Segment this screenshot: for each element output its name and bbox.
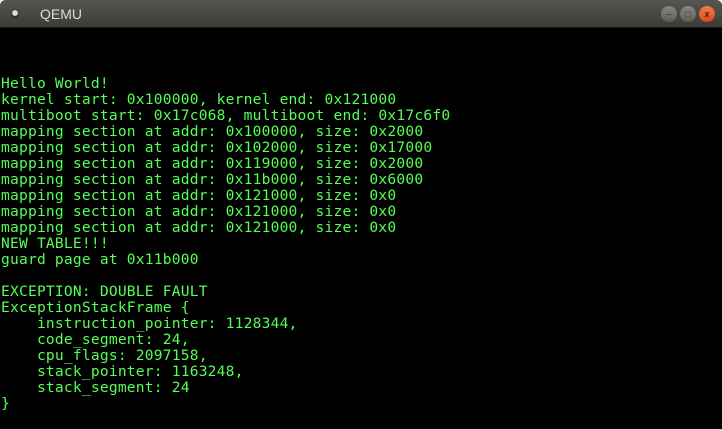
minimize-button[interactable]: – (661, 6, 677, 22)
console-line: mapping section at addr: 0x11b000, size:… (1, 171, 424, 188)
console-line: multiboot start: 0x17c068, multiboot end… (1, 107, 451, 124)
console-line: } (1, 395, 10, 412)
console-line: mapping section at addr: 0x121000, size:… (1, 203, 397, 220)
console-line: stack_segment: 24 (1, 379, 190, 396)
console-line: guard page at 0x11b000 (1, 251, 199, 268)
console-line: instruction_pointer: 1128344, (1, 315, 298, 332)
window-title: QEMU (40, 6, 82, 22)
vga-text-console[interactable]: Hello World! kernel start: 0x100000, kern… (1, 28, 721, 428)
console-line (1, 44, 721, 60)
console-line: kernel start: 0x100000, kernel end: 0x12… (1, 91, 397, 108)
console-line: EXCEPTION: DOUBLE FAULT (1, 283, 208, 300)
console-line: mapping section at addr: 0x121000, size:… (1, 187, 397, 204)
maximize-button[interactable]: □ (680, 6, 696, 22)
console-line (1, 60, 721, 76)
console-line: mapping section at addr: 0x121000, size:… (1, 219, 397, 236)
app-icon (11, 9, 19, 19)
console-line (1, 268, 721, 284)
console-line: mapping section at addr: 0x100000, size:… (1, 123, 424, 140)
console-line: NEW TABLE!!! (1, 235, 109, 252)
console-line: code_segment: 24, (1, 331, 190, 348)
close-button[interactable]: x (699, 6, 715, 22)
console-line: mapping section at addr: 0x102000, size:… (1, 139, 433, 156)
console-line (1, 28, 721, 44)
title-bar[interactable]: QEMU – □ x (0, 0, 722, 28)
console-line: mapping section at addr: 0x119000, size:… (1, 155, 424, 172)
console-line: cpu_flags: 2097158, (1, 347, 208, 364)
console-line: ExceptionStackFrame { (1, 299, 190, 316)
console-line: Hello World! (1, 75, 109, 92)
console-line: stack_pointer: 1163248, (1, 363, 244, 380)
